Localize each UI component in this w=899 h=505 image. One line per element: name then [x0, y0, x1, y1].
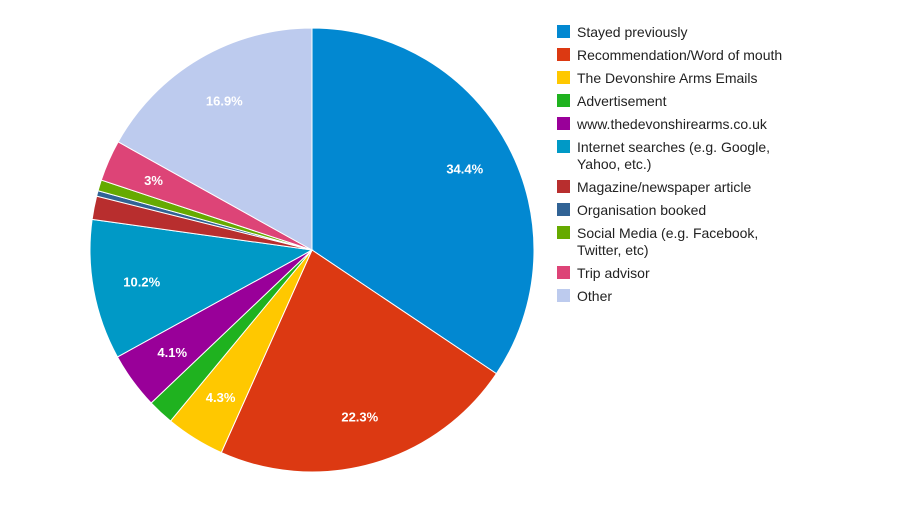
legend-swatch [557, 117, 570, 130]
legend-item: Other [557, 288, 612, 304]
legend-item: Stayed previously [557, 24, 688, 40]
pie-slice [220, 249, 498, 473]
legend-label: Trip advisor [577, 265, 650, 281]
pie-slice [117, 27, 313, 251]
legend-swatch [557, 203, 570, 216]
legend: Stayed previously Recommendation/Word of … [557, 24, 782, 304]
legend-swatch [557, 226, 570, 239]
legend-swatch [557, 94, 570, 107]
legend-label: Twitter, etc) [577, 242, 649, 258]
legend-label: Yahoo, etc.) [577, 156, 651, 172]
legend-item: Recommendation/Word of mouth [557, 47, 782, 63]
legend-label: Magazine/newspaper article [577, 179, 752, 195]
legend-label: Stayed previously [577, 24, 688, 40]
legend-item: Advertisement [557, 93, 667, 109]
legend-swatch [557, 289, 570, 302]
legend-swatch [557, 71, 570, 84]
legend-item: Magazine/newspaper article [557, 179, 752, 195]
legend-item: Social Media (e.g. Facebook,Twitter, etc… [557, 225, 758, 258]
pie-slice [89, 218, 314, 358]
legend-swatch [557, 266, 570, 279]
legend-swatch [557, 48, 570, 61]
legend-label: Recommendation/Word of mouth [577, 47, 782, 63]
pie-slice [311, 27, 535, 375]
legend-label: Internet searches (e.g. Google, [577, 139, 770, 155]
legend-item: The Devonshire Arms Emails [557, 70, 758, 86]
legend-item: www.thedevonshirearms.co.uk [557, 116, 768, 132]
pie-slices [89, 27, 535, 473]
slice-value-label: 10.2% [123, 274, 160, 289]
legend-label: www.thedevonshirearms.co.uk [576, 116, 768, 132]
legend-label: Advertisement [577, 93, 667, 109]
legend-label: Other [577, 288, 612, 304]
slice-value-label: 4.3% [206, 390, 236, 405]
legend-item: Organisation booked [557, 202, 706, 218]
legend-label: Organisation booked [577, 202, 706, 218]
legend-item: Internet searches (e.g. Google,Yahoo, et… [557, 139, 770, 172]
slice-value-label: 3% [144, 173, 163, 188]
slice-value-label: 34.4% [446, 161, 483, 176]
slice-value-label: 22.3% [341, 409, 378, 424]
legend-swatch [557, 180, 570, 193]
legend-swatch [557, 140, 570, 153]
slice-value-label: 16.9% [206, 94, 243, 109]
legend-label: The Devonshire Arms Emails [577, 70, 758, 86]
legend-item: Trip advisor [557, 265, 650, 281]
legend-label: Social Media (e.g. Facebook, [577, 225, 758, 241]
pie-slice-labels: 34.4% 22.3% 4.3% 4.1% 10.2% 3% 16.9% [123, 94, 483, 425]
legend-swatch [557, 25, 570, 38]
slice-value-label: 4.1% [157, 345, 187, 360]
